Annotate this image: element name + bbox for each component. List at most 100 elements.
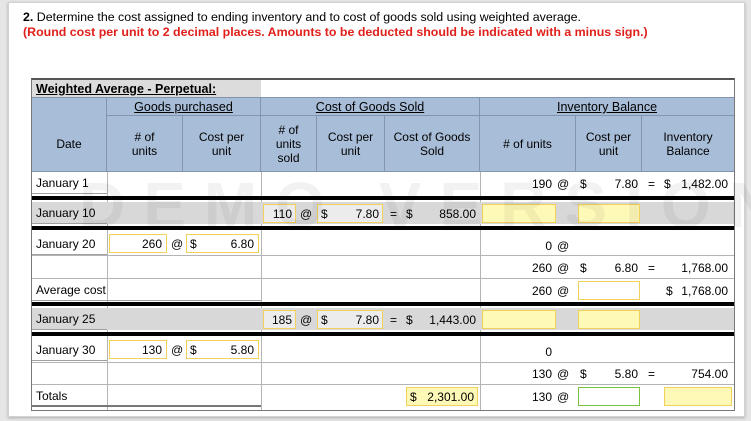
jan20-purchased-cost: 6.80 <box>230 237 254 251</box>
dollar-symbol: $ <box>580 261 587 275</box>
header-cost-of-goods-sold: Cost of Goods Sold <box>385 116 480 172</box>
jan10-sold-cost: 7.80 <box>355 207 379 221</box>
row-shade <box>32 308 734 330</box>
group-goods-purchased: Goods purchased <box>107 98 261 116</box>
avg-balance-units: 260 <box>531 284 552 298</box>
title-spacer <box>261 80 734 98</box>
jan30-balance-units-second: 130 <box>531 367 552 381</box>
jan1-balance-cost: 7.80 <box>614 177 638 191</box>
equals-symbol: = <box>390 207 398 221</box>
jan10-sold-units-field[interactable] <box>263 204 296 223</box>
row-divider <box>32 302 734 306</box>
dollar-symbol: $ <box>664 177 671 191</box>
jan20-purchased-units-field[interactable] <box>109 234 167 253</box>
at-symbol: @ <box>171 343 184 357</box>
jan25-balance-units-field[interactable] <box>482 310 556 329</box>
col-line <box>261 172 262 410</box>
dollar-symbol: $ <box>666 284 673 298</box>
header-balance-cost: Cost per unit <box>576 116 642 172</box>
at-symbol: @ <box>300 313 313 327</box>
row-label-january-10: January 10 <box>32 202 107 224</box>
header-purchased-units: # of units <box>107 116 183 172</box>
dollar-symbol: $ <box>406 313 413 327</box>
jan25-balance-cost-field[interactable] <box>578 310 640 329</box>
at-symbol: @ <box>300 207 313 221</box>
jan1-balance-units: 190 <box>531 177 552 191</box>
row-label-january-20: January 20 <box>32 233 107 255</box>
row-shade <box>32 202 734 224</box>
totals-balance-units: 130 <box>531 390 552 404</box>
dollar-symbol: $ <box>406 207 413 221</box>
jan10-cogs: 858.00 <box>439 207 476 221</box>
jan30-balance-units-first: 0 <box>545 345 552 359</box>
avg-cost-per-unit-field[interactable] <box>578 281 640 300</box>
header-purchased-cost: Cost per unit <box>183 116 261 172</box>
jan25-sold-units-field[interactable] <box>263 310 296 329</box>
avg-balance-total: 1,768.00 <box>681 284 728 298</box>
dollar-symbol: $ <box>321 313 328 327</box>
row-label-average-cost: Average cost <box>32 279 261 301</box>
jan20-balance-total: 1,768.00 <box>681 261 728 275</box>
dollar-symbol: $ <box>580 367 587 381</box>
jan10-balance-cost-field[interactable] <box>578 204 640 223</box>
at-symbol: @ <box>557 261 570 275</box>
row-divider <box>32 226 734 230</box>
jan25-cogs: 1,443.00 <box>429 313 476 327</box>
row-line <box>32 278 734 279</box>
row-label-january-30: January 30 <box>32 339 107 361</box>
header-inventory-balance: Inventory Balance <box>642 116 734 172</box>
equals-symbol: = <box>648 177 656 191</box>
jan30-balance-total: 754.00 <box>691 367 728 381</box>
col-line <box>107 172 108 410</box>
jan10-sold-units: 110 <box>272 207 292 221</box>
question-body: Determine the cost assigned to ending in… <box>36 10 581 24</box>
at-symbol: @ <box>557 367 570 381</box>
jan30-purchased-cost-field[interactable] <box>186 340 259 359</box>
question-number: 2. <box>23 10 34 24</box>
dollar-symbol: $ <box>410 390 417 404</box>
jan30-purchased-units: 130 <box>141 343 162 357</box>
equals-symbol: = <box>390 313 398 327</box>
jan10-sold-cost-field[interactable] <box>317 204 383 223</box>
equals-symbol: = <box>648 367 656 381</box>
col-line <box>480 172 481 410</box>
dollar-symbol: $ <box>190 343 197 357</box>
at-symbol: @ <box>557 390 570 404</box>
at-symbol: @ <box>171 237 184 251</box>
at-symbol: @ <box>557 177 570 191</box>
totals-cogs-field[interactable] <box>406 387 478 406</box>
header-balance-units: # of units <box>480 116 576 172</box>
group-inventory-balance: Inventory Balance <box>480 98 734 116</box>
jan30-balance-cost: 5.80 <box>614 367 638 381</box>
jan20-purchased-units: 260 <box>141 237 162 251</box>
row-line <box>32 362 734 363</box>
dollar-symbol: $ <box>321 207 328 221</box>
equals-symbol: = <box>648 261 656 275</box>
jan20-balance-units-first: 0 <box>545 239 552 253</box>
at-symbol: @ <box>557 284 570 298</box>
jan1-balance-total: 1,482.00 <box>681 177 728 191</box>
jan30-purchased-cost: 5.80 <box>230 343 254 357</box>
header-sold-cost: Cost per unit <box>317 116 385 172</box>
question-instruction: (Round cost per unit to 2 decimal places… <box>23 24 648 39</box>
jan20-balance-cost: 6.80 <box>614 261 638 275</box>
group-cost-of-goods-sold: Cost of Goods Sold <box>261 98 480 116</box>
row-line <box>32 255 734 256</box>
row-label-january-1: January 1 <box>32 172 107 194</box>
dollar-symbol: $ <box>190 237 197 251</box>
header-sold-units: # of units sold <box>261 116 317 172</box>
row-divider <box>32 196 734 200</box>
jan10-balance-units-field[interactable] <box>482 204 556 223</box>
question-text: 2. Determine the cost assigned to ending… <box>23 10 663 39</box>
question-card: 2. Determine the cost assigned to ending… <box>8 2 751 417</box>
jan20-purchased-cost-field[interactable] <box>186 234 259 253</box>
totals-cogs: 2,301.00 <box>427 390 474 404</box>
jan25-sold-units: 185 <box>271 313 292 327</box>
weighted-average-table: Weighted Average - Perpetual: Goods purc… <box>31 78 735 411</box>
totals-inventory-balance-field[interactable] <box>664 387 732 406</box>
row-label-january-25: January 25 <box>32 308 107 330</box>
jan25-sold-cost-field[interactable] <box>317 310 383 329</box>
jan20-balance-units-second: 260 <box>531 261 552 275</box>
jan30-purchased-units-field[interactable] <box>109 340 167 359</box>
totals-cost-per-unit-field[interactable] <box>578 387 640 406</box>
